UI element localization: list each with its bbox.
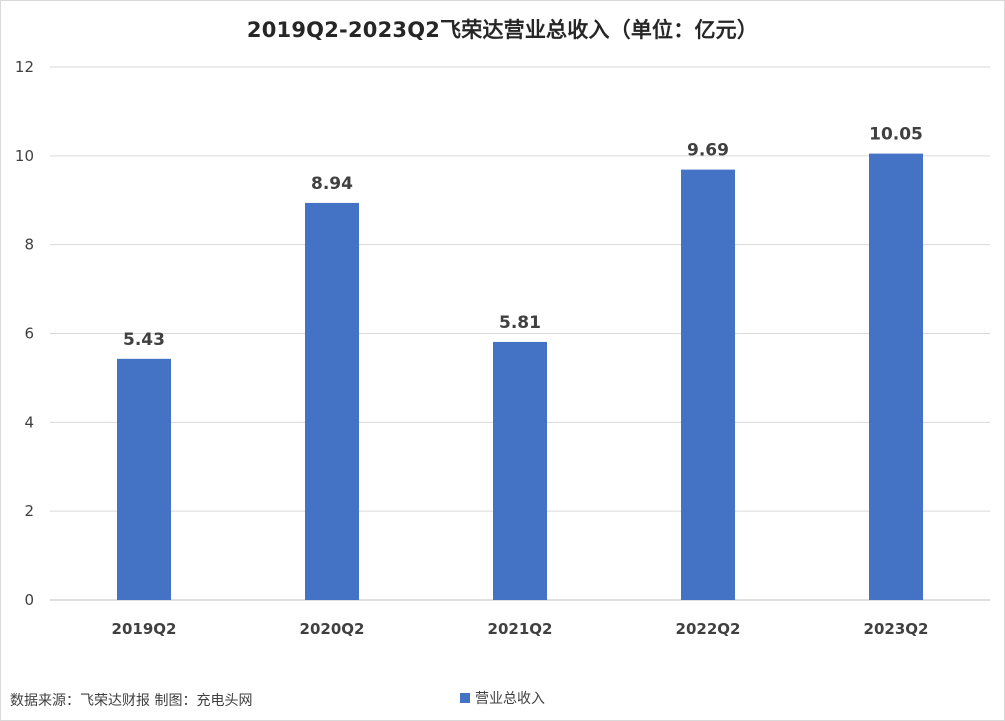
legend-label: 营业总收入 <box>475 691 545 707</box>
x-tick-label: 2020Q2 <box>300 620 365 638</box>
x-tick-label: 2022Q2 <box>676 620 741 638</box>
y-tick-label: 8 <box>24 236 34 254</box>
bar <box>681 169 735 601</box>
x-tick-label: 2019Q2 <box>112 620 177 638</box>
data-label: 5.43 <box>123 330 165 350</box>
x-tick-label: 2021Q2 <box>488 620 553 638</box>
bar <box>869 153 923 601</box>
legend-swatch <box>460 693 470 703</box>
data-label: 8.94 <box>311 174 353 194</box>
data-label: 9.69 <box>687 141 729 161</box>
bar <box>305 202 359 601</box>
data-label: 5.81 <box>499 313 541 333</box>
bar <box>117 358 171 600</box>
y-tick-label: 0 <box>24 591 34 609</box>
source-note: 数据来源：飞荣达财报 制图：充电头网 <box>10 693 253 709</box>
chart-title: 2019Q2-2023Q2飞荣达营业总收入（单位：亿元） <box>246 18 759 42</box>
bar <box>493 341 547 600</box>
y-tick-label: 6 <box>24 325 34 343</box>
data-label: 10.05 <box>869 125 923 145</box>
y-tick-label: 10 <box>15 147 34 165</box>
legend: 营业总收入 <box>0 688 1005 708</box>
y-tick-label: 2 <box>24 502 34 520</box>
y-tick-label: 12 <box>15 58 34 76</box>
x-tick-label: 2023Q2 <box>864 620 929 638</box>
y-tick-label: 4 <box>24 413 34 431</box>
